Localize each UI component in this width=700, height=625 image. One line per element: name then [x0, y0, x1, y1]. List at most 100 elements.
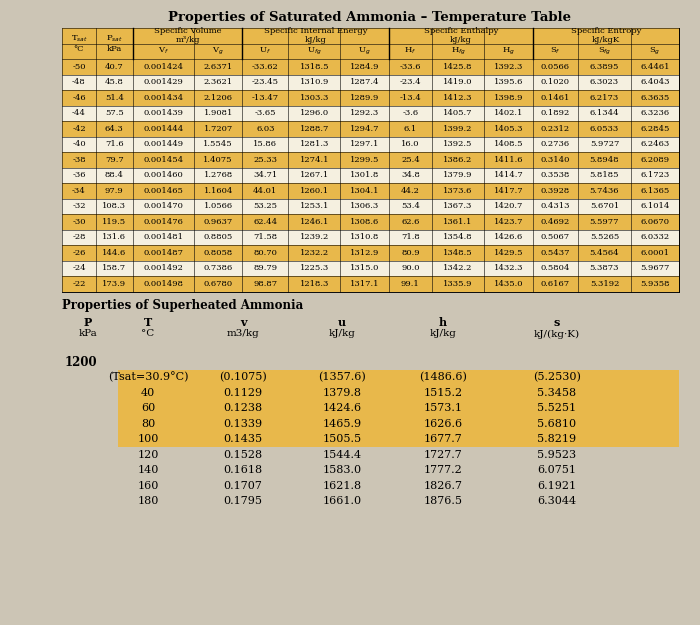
Text: 0.1892: 0.1892 — [541, 109, 570, 118]
Text: 1288.7: 1288.7 — [300, 125, 329, 132]
Text: 0.1528: 0.1528 — [223, 450, 262, 460]
Text: 1405.7: 1405.7 — [443, 109, 473, 118]
Text: 1379.8: 1379.8 — [323, 388, 361, 398]
Text: -42: -42 — [72, 125, 86, 132]
Text: 0.1129: 0.1129 — [223, 388, 262, 398]
Text: -50: -50 — [72, 62, 85, 71]
Text: 1318.5: 1318.5 — [300, 62, 329, 71]
Text: 6.2089: 6.2089 — [640, 156, 669, 164]
Text: -32: -32 — [72, 202, 85, 210]
Text: 15.86: 15.86 — [253, 140, 277, 148]
Text: -40: -40 — [72, 140, 86, 148]
Text: 1253.1: 1253.1 — [300, 202, 329, 210]
Text: 1826.7: 1826.7 — [424, 481, 463, 491]
Text: 2.1206: 2.1206 — [204, 94, 232, 102]
Text: -23.4: -23.4 — [400, 78, 421, 86]
Text: 1465.9: 1465.9 — [323, 419, 362, 429]
Text: Specific Enthalpy
kJ/kg: Specific Enthalpy kJ/kg — [424, 27, 498, 44]
Text: 0.9637: 0.9637 — [204, 217, 233, 226]
Text: 1310.8: 1310.8 — [350, 233, 379, 241]
Text: 1.7207: 1.7207 — [204, 125, 233, 132]
Text: 0.6167: 0.6167 — [541, 280, 570, 288]
Text: 140: 140 — [137, 465, 159, 475]
Text: 79.7: 79.7 — [105, 156, 124, 164]
Text: Properties of Superheated Ammonia: Properties of Superheated Ammonia — [62, 299, 303, 312]
Text: 5.9727: 5.9727 — [590, 140, 620, 148]
Text: 0.001434: 0.001434 — [144, 94, 183, 102]
Text: 0.5067: 0.5067 — [541, 233, 570, 241]
Text: 1399.2: 1399.2 — [443, 125, 473, 132]
Text: 2.3621: 2.3621 — [204, 78, 233, 86]
Text: 1274.1: 1274.1 — [300, 156, 329, 164]
Text: 1225.3: 1225.3 — [300, 264, 329, 272]
Text: 6.4043: 6.4043 — [640, 78, 670, 86]
Text: 0.4313: 0.4313 — [540, 202, 570, 210]
Text: 6.0332: 6.0332 — [640, 233, 669, 241]
Bar — [62, 168, 679, 183]
Text: 6.4461: 6.4461 — [640, 62, 670, 71]
Text: -3.65: -3.65 — [255, 109, 276, 118]
Bar — [62, 136, 679, 152]
Text: S$_{fg}$: S$_{fg}$ — [598, 46, 611, 57]
Text: (0.1075): (0.1075) — [219, 372, 267, 382]
Text: 0.001476: 0.001476 — [144, 217, 183, 226]
Text: 5.5251: 5.5251 — [538, 403, 577, 413]
Text: 80.70: 80.70 — [253, 249, 277, 257]
Text: -46: -46 — [72, 94, 86, 102]
Text: 1.2768: 1.2768 — [204, 171, 233, 179]
Bar — [62, 90, 679, 106]
Text: -23.45: -23.45 — [252, 78, 279, 86]
Text: 5.9523: 5.9523 — [538, 450, 577, 460]
Text: °C: °C — [141, 329, 155, 339]
Text: h: h — [439, 318, 447, 329]
Text: Specific Volume
m³/kg: Specific Volume m³/kg — [154, 27, 221, 44]
Text: 1626.6: 1626.6 — [424, 419, 463, 429]
Text: 1425.8: 1425.8 — [443, 62, 473, 71]
Text: -3.6: -3.6 — [402, 109, 419, 118]
Text: 0.1238: 0.1238 — [223, 403, 262, 413]
Text: 1661.0: 1661.0 — [323, 496, 362, 506]
Text: 6.3236: 6.3236 — [640, 109, 669, 118]
Bar — [62, 28, 679, 44]
Text: S$_f$: S$_f$ — [550, 46, 561, 56]
Text: 0.001470: 0.001470 — [144, 202, 183, 210]
Text: 180: 180 — [137, 496, 159, 506]
Text: 1505.5: 1505.5 — [323, 434, 362, 444]
Text: 0.001460: 0.001460 — [144, 171, 183, 179]
Text: 0.001444: 0.001444 — [144, 125, 183, 132]
Text: 40: 40 — [141, 388, 155, 398]
Text: 1435.0: 1435.0 — [494, 280, 523, 288]
Text: 6.0751: 6.0751 — [538, 465, 577, 475]
Bar — [62, 106, 679, 121]
Text: 5.8219: 5.8219 — [538, 434, 577, 444]
Bar — [62, 152, 679, 168]
Text: S$_g$: S$_g$ — [649, 46, 661, 57]
Text: 1246.1: 1246.1 — [300, 217, 329, 226]
Text: 1310.9: 1310.9 — [300, 78, 329, 86]
Text: kJ/(kg·K): kJ/(kg·K) — [534, 329, 580, 339]
Text: 1294.7: 1294.7 — [350, 125, 379, 132]
Text: 1392.3: 1392.3 — [494, 62, 523, 71]
Text: 34.71: 34.71 — [253, 171, 277, 179]
Text: 1287.4: 1287.4 — [350, 78, 379, 86]
Text: V$_f$: V$_f$ — [158, 46, 169, 56]
Text: 1.0566: 1.0566 — [204, 202, 233, 210]
Text: (Tsat=30.9°C): (Tsat=30.9°C) — [108, 372, 188, 382]
Text: 0.1339: 0.1339 — [223, 419, 262, 429]
Text: 5.9677: 5.9677 — [640, 264, 669, 272]
Text: 0.001429: 0.001429 — [144, 78, 183, 86]
Text: 160: 160 — [137, 481, 159, 491]
Text: -44: -44 — [72, 109, 86, 118]
Text: 6.1723: 6.1723 — [640, 171, 669, 179]
Bar — [62, 276, 679, 291]
Text: 6.3895: 6.3895 — [590, 62, 620, 71]
Text: 0.5437: 0.5437 — [540, 249, 570, 257]
Text: s: s — [554, 318, 560, 329]
Text: 0.001449: 0.001449 — [144, 140, 183, 148]
Text: 6.2845: 6.2845 — [640, 125, 669, 132]
Text: -13.47: -13.47 — [252, 94, 279, 102]
Text: 71.58: 71.58 — [253, 233, 277, 241]
Text: 6.1921: 6.1921 — [538, 481, 577, 491]
Text: U$_{fg}$: U$_{fg}$ — [307, 46, 321, 57]
Text: 1284.9: 1284.9 — [350, 62, 379, 71]
